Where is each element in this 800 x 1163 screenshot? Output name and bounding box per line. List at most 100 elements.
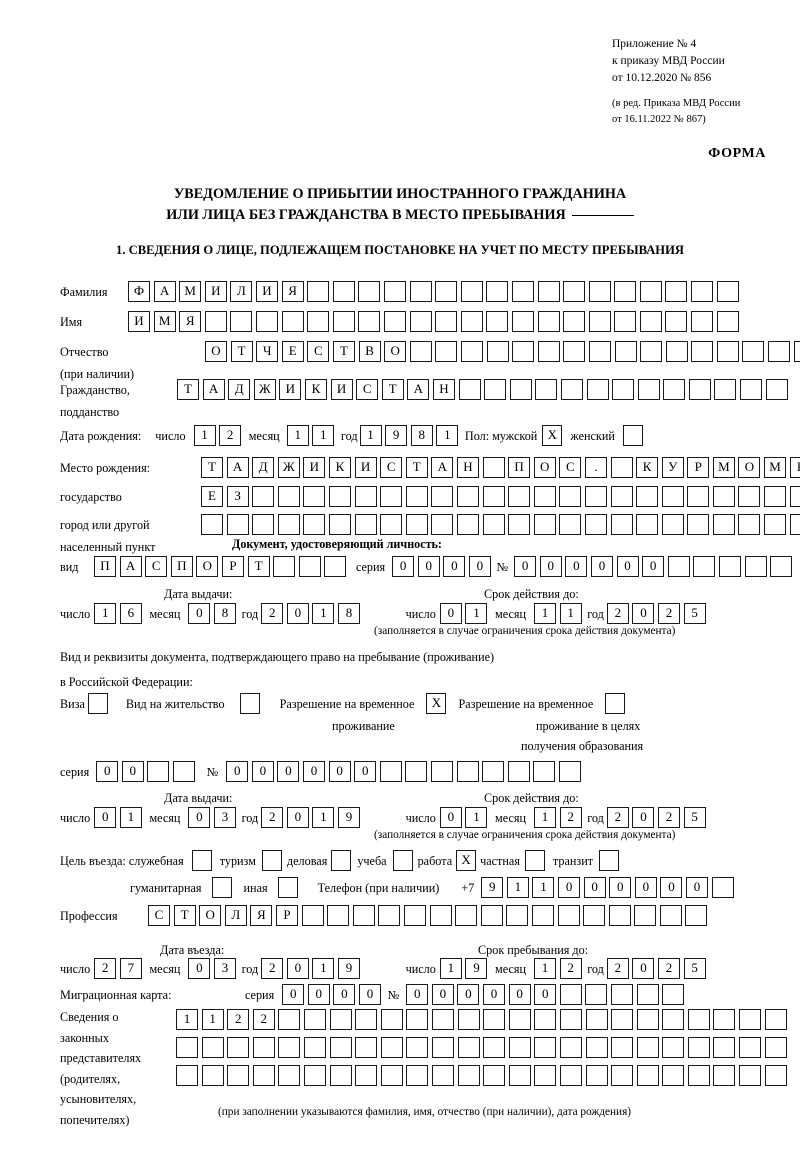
char-cell[interactable] xyxy=(789,514,800,535)
char-cell[interactable]: 0 xyxy=(417,556,440,577)
char-cell[interactable] xyxy=(324,556,347,577)
char-cell[interactable] xyxy=(431,1009,454,1030)
char-cell[interactable] xyxy=(147,761,170,782)
char-cell[interactable]: М xyxy=(153,311,176,332)
char-cell[interactable] xyxy=(634,905,657,926)
char-cell[interactable] xyxy=(563,341,586,362)
char-cell[interactable] xyxy=(380,1065,403,1086)
char-cell[interactable]: 0 xyxy=(188,807,211,828)
char-cell[interactable] xyxy=(227,1065,250,1086)
char-cell[interactable] xyxy=(559,1037,582,1058)
char-cell[interactable]: И xyxy=(303,457,326,478)
char-cell[interactable]: 0 xyxy=(632,807,655,828)
char-cell[interactable]: Н xyxy=(432,379,455,400)
char-cell[interactable]: 0 xyxy=(565,556,588,577)
char-cell[interactable] xyxy=(458,379,481,400)
char-cell[interactable]: А xyxy=(153,281,176,302)
char-cell[interactable] xyxy=(636,984,659,1005)
char-cell[interactable] xyxy=(409,311,432,332)
char-cell[interactable] xyxy=(298,556,321,577)
char-cell[interactable]: 1 xyxy=(465,603,488,624)
char-cell[interactable]: А xyxy=(226,457,249,478)
char-cell[interactable] xyxy=(409,281,432,302)
char-cell[interactable] xyxy=(435,341,458,362)
char-cell[interactable] xyxy=(667,556,690,577)
char-cell[interactable] xyxy=(431,486,454,507)
char-cell[interactable]: Р xyxy=(687,457,710,478)
char-cell[interactable] xyxy=(201,1065,224,1086)
char-cell[interactable]: В xyxy=(358,341,381,362)
char-cell[interactable] xyxy=(636,1009,659,1030)
char-cell[interactable] xyxy=(508,1065,531,1086)
char-cell[interactable]: 2 xyxy=(227,1009,250,1030)
char-cell[interactable] xyxy=(358,281,381,302)
char-cell[interactable] xyxy=(383,281,406,302)
char-cell[interactable]: 2 xyxy=(658,603,681,624)
char-cell[interactable] xyxy=(483,1065,506,1086)
char-cell[interactable] xyxy=(486,311,509,332)
char-cell[interactable]: О xyxy=(384,341,407,362)
char-cell[interactable]: 9 xyxy=(465,958,488,979)
char-cell[interactable]: 0 xyxy=(590,556,613,577)
char-cell[interactable]: 0 xyxy=(328,761,351,782)
char-cell[interactable] xyxy=(355,1009,378,1030)
char-cell[interactable] xyxy=(738,514,761,535)
char-cell[interactable] xyxy=(354,514,377,535)
char-cell[interactable] xyxy=(559,486,582,507)
char-cell[interactable] xyxy=(533,486,556,507)
residence-permit-checkbox[interactable] xyxy=(239,693,260,714)
char-cell[interactable]: Е xyxy=(281,341,304,362)
char-cell[interactable] xyxy=(486,281,509,302)
char-cell[interactable]: Н xyxy=(456,457,479,478)
char-cell[interactable]: С xyxy=(380,457,403,478)
char-cell[interactable]: А xyxy=(431,457,454,478)
char-cell[interactable] xyxy=(537,281,560,302)
purpose-private-checkbox[interactable] xyxy=(524,850,545,871)
char-cell[interactable]: И xyxy=(279,379,302,400)
char-cell[interactable] xyxy=(665,341,688,362)
char-cell[interactable] xyxy=(789,486,800,507)
char-cell[interactable]: 5 xyxy=(683,807,706,828)
char-cell[interactable] xyxy=(661,486,684,507)
char-cell[interactable]: 0 xyxy=(634,877,657,898)
char-cell[interactable] xyxy=(687,1065,710,1086)
char-cell[interactable] xyxy=(584,486,607,507)
purpose-business-checkbox[interactable] xyxy=(331,850,352,871)
char-cell[interactable]: 2 xyxy=(219,425,242,446)
char-cell[interactable] xyxy=(691,341,714,362)
char-cell[interactable] xyxy=(558,761,581,782)
char-cell[interactable]: Ф xyxy=(128,281,150,302)
char-cell[interactable]: 1 xyxy=(436,425,459,446)
char-cell[interactable]: 1 xyxy=(439,958,462,979)
char-cell[interactable] xyxy=(665,311,688,332)
char-cell[interactable]: 0 xyxy=(443,556,466,577)
char-cell[interactable]: К xyxy=(304,379,327,400)
char-cell[interactable]: Е xyxy=(201,486,223,507)
char-cell[interactable] xyxy=(226,514,249,535)
char-cell[interactable] xyxy=(355,1065,378,1086)
char-cell[interactable] xyxy=(172,761,195,782)
char-cell[interactable]: П xyxy=(170,556,193,577)
char-cell[interactable]: 0 xyxy=(439,603,462,624)
char-cell[interactable] xyxy=(612,379,635,400)
char-cell[interactable] xyxy=(303,1037,326,1058)
char-cell[interactable] xyxy=(509,379,532,400)
char-cell[interactable]: . xyxy=(584,457,607,478)
char-cell[interactable]: 0 xyxy=(286,807,309,828)
char-cell[interactable] xyxy=(405,514,428,535)
char-cell[interactable] xyxy=(328,514,351,535)
char-cell[interactable]: 1 xyxy=(94,603,117,624)
char-cell[interactable]: Д xyxy=(228,379,251,400)
char-cell[interactable] xyxy=(744,556,767,577)
char-cell[interactable] xyxy=(358,311,381,332)
char-cell[interactable]: И xyxy=(204,281,227,302)
char-cell[interactable] xyxy=(588,281,611,302)
char-cell[interactable]: С xyxy=(145,556,168,577)
